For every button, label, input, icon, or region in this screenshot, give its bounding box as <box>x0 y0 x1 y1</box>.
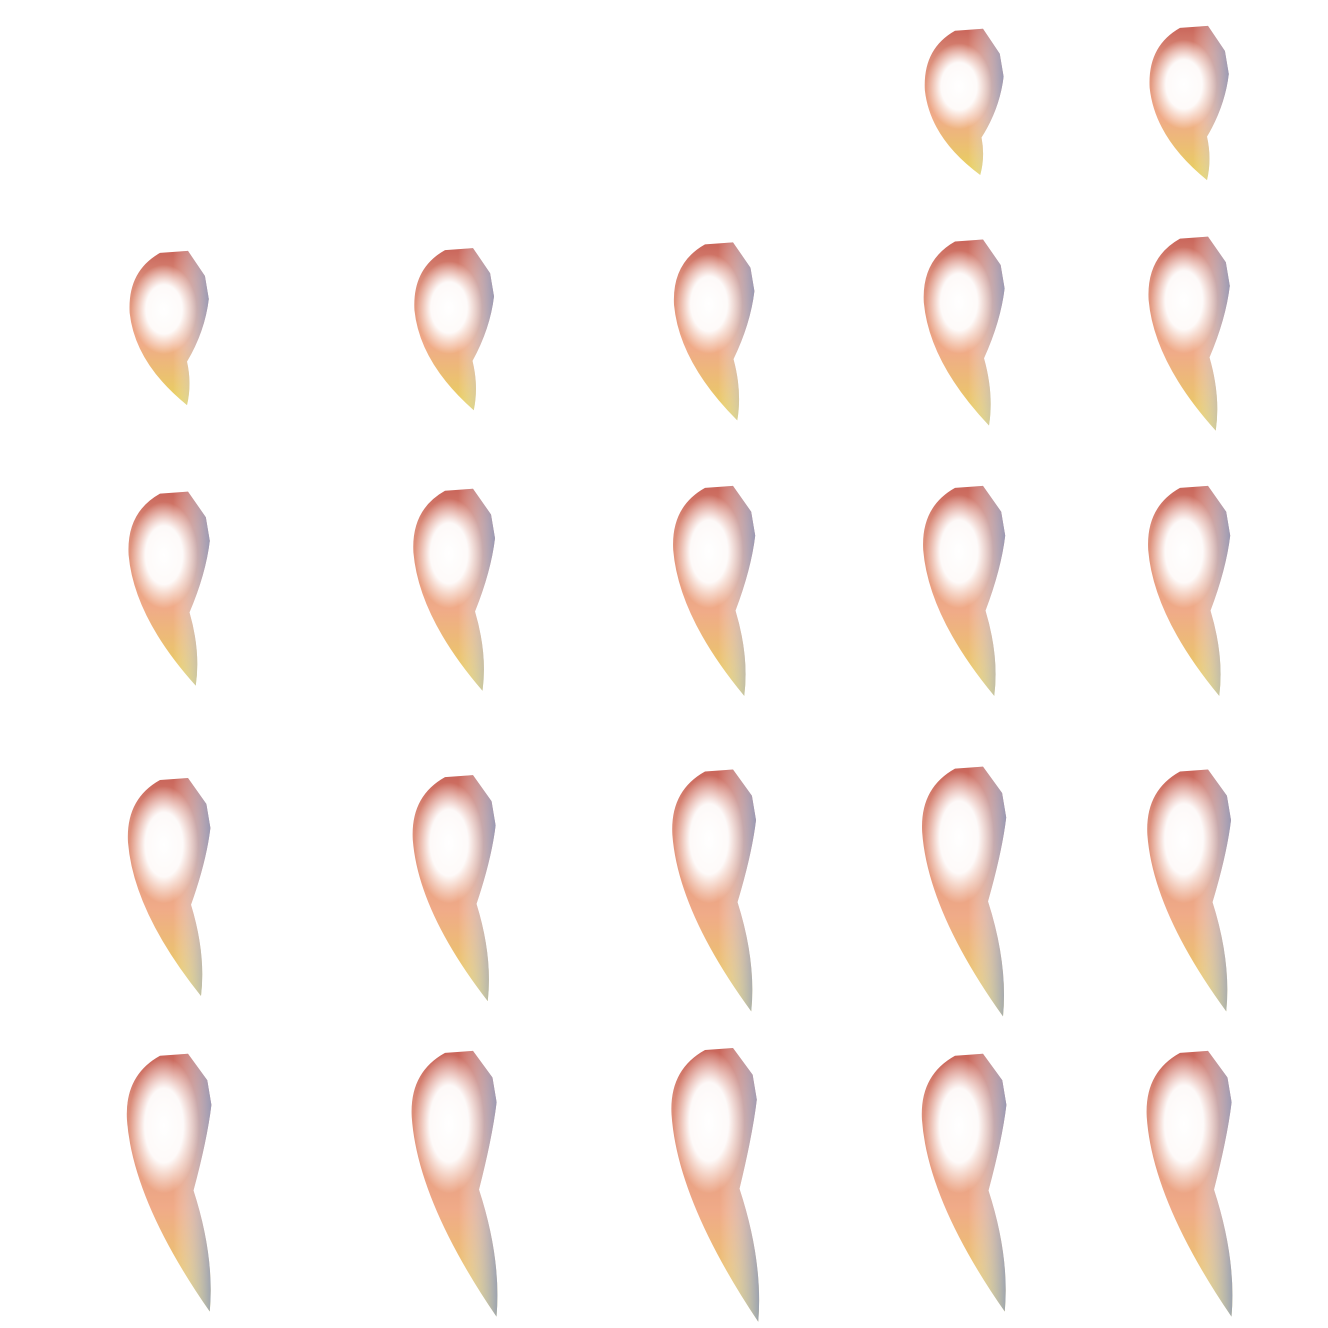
teardrop-highlight <box>130 501 198 609</box>
shapes-layer <box>126 25 1233 1322</box>
teardrop-shape <box>129 250 209 406</box>
teardrop-shape <box>411 1050 498 1317</box>
teardrop-highlight <box>1148 1053 1220 1194</box>
teardrop-shape <box>128 491 210 686</box>
teardrop-highlight <box>129 786 199 904</box>
teardrop-shape <box>921 766 1007 1017</box>
teardrop-shape <box>671 1047 760 1322</box>
teardrop-shape <box>412 775 496 1002</box>
teardrop-shape <box>924 28 1004 175</box>
teardrop-highlight <box>923 771 995 904</box>
teardrop-highlight <box>413 1053 485 1194</box>
teardrop-highlight <box>926 43 992 130</box>
teardrop-highlight <box>131 264 197 354</box>
teardrop-shape <box>1148 485 1231 696</box>
teardrop-shape <box>413 488 495 691</box>
teardrop-highlight <box>924 494 994 609</box>
teardrop-shape <box>1149 25 1229 181</box>
teardrop-highlight <box>674 775 744 904</box>
teardrop-highlight <box>925 250 993 354</box>
teardrop-highlight <box>1149 775 1219 904</box>
teardrop-highlight <box>414 782 484 904</box>
teardrop-shape <box>1146 1050 1233 1317</box>
teardrop-highlight <box>673 1050 745 1194</box>
teardrop-highlight <box>128 1057 200 1194</box>
teardrop-highlight <box>415 261 483 354</box>
teardrop-shape <box>127 778 211 996</box>
teardrop-shape <box>923 239 1005 426</box>
teardrop-shape <box>673 485 756 696</box>
teardrop-shape <box>1148 236 1230 431</box>
teardrop-highlight <box>674 494 744 609</box>
teardrop-highlight <box>1151 39 1217 129</box>
teardrop-highlight <box>675 254 743 354</box>
teardrop-shape <box>126 1053 212 1312</box>
teardrop-shape <box>414 248 494 411</box>
teardrop-shape <box>673 242 755 421</box>
teardrop-highlight <box>1149 494 1219 609</box>
teardrop-highlight <box>415 498 483 609</box>
teardrop-shape <box>672 769 756 1012</box>
teardrop-highlight <box>923 1057 995 1194</box>
teardrop-highlight <box>1150 246 1218 354</box>
teardrop-shape <box>923 485 1006 696</box>
teardrop-shape <box>1147 769 1231 1012</box>
teardrop-shape <box>921 1053 1007 1312</box>
